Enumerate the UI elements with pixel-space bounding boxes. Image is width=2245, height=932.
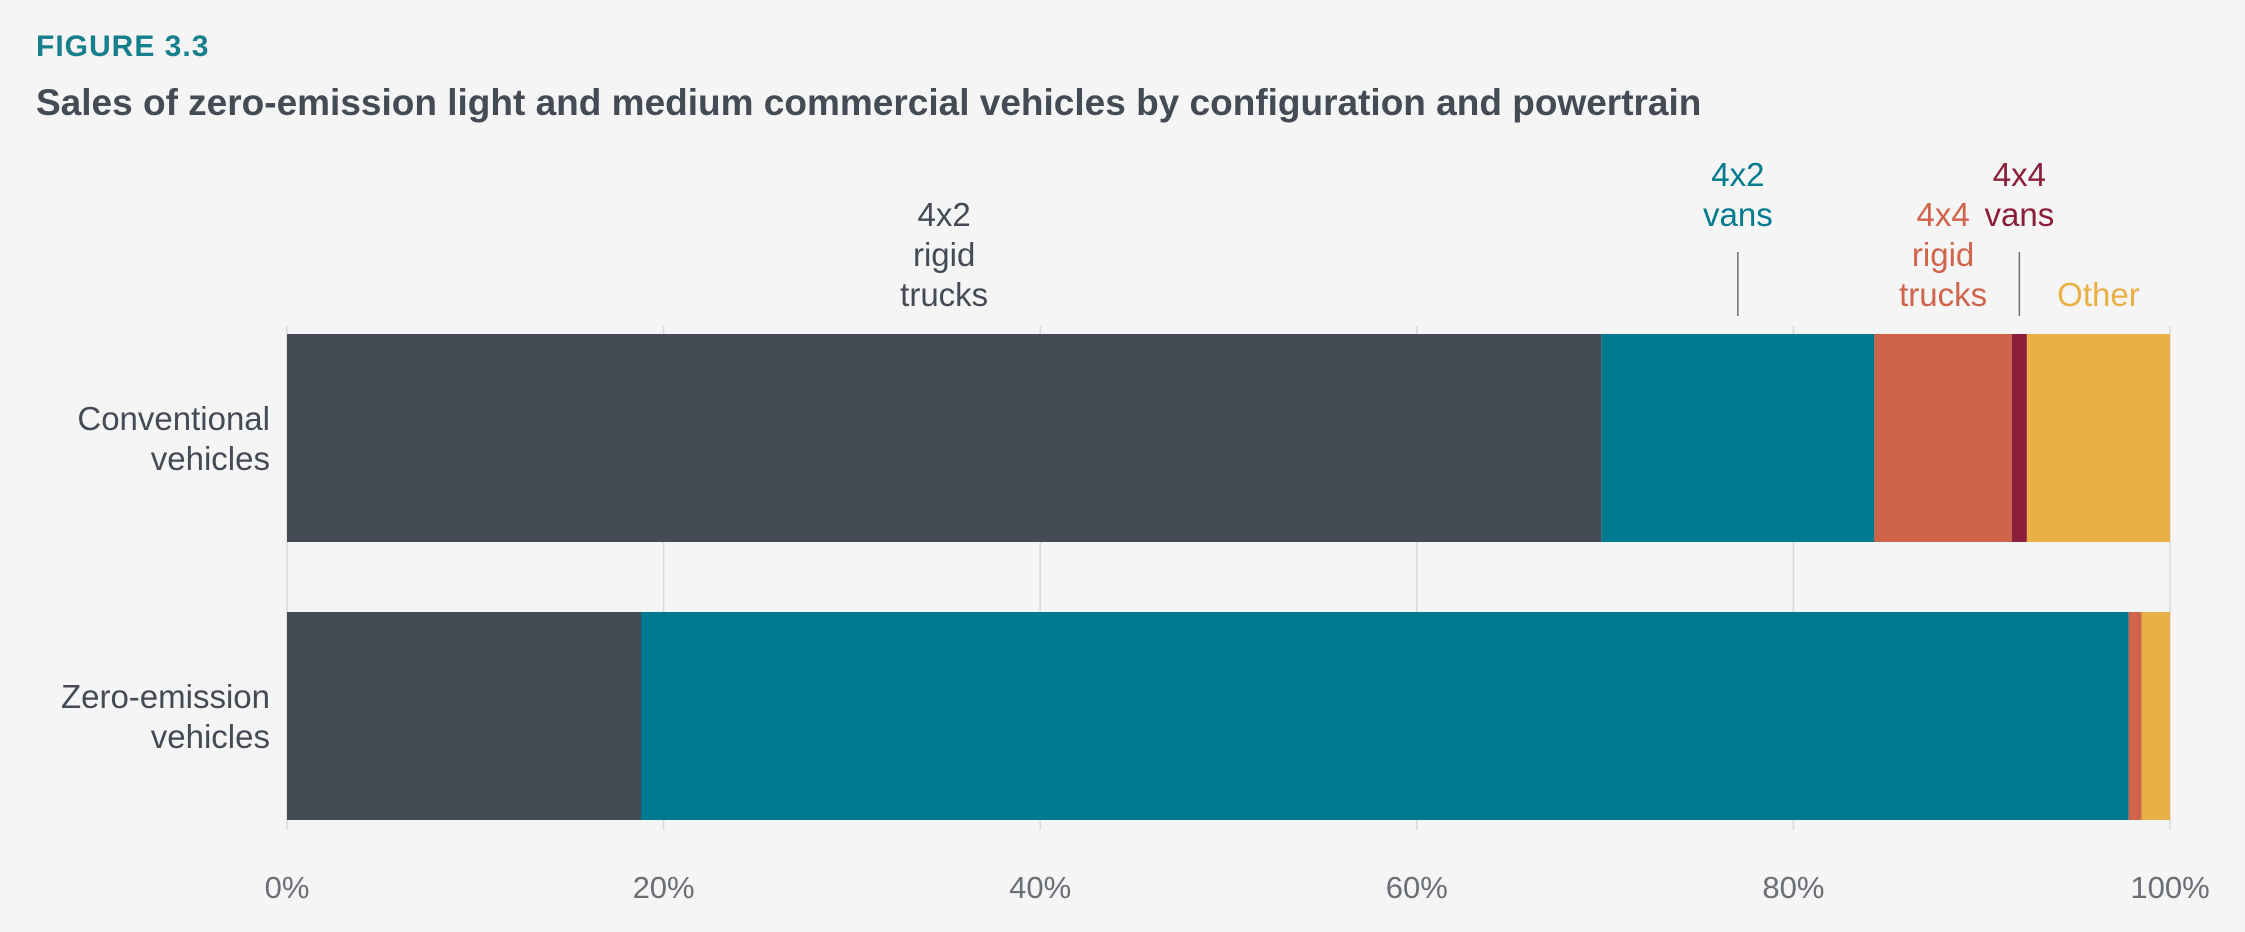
series-label-vans42: 4x2 vans [1703,156,1773,233]
bar-segment-other [2141,612,2170,820]
figure-label: FIGURE 3.3 [36,30,210,63]
bar-segment-rigid44 [2128,612,2142,820]
series-label-rigid44: 4x4 rigid trucks [1899,196,1987,313]
x-tick-label: 60% [1386,870,1448,905]
bar-segment-rigid42 [287,334,1602,542]
category-label: Zero-emission vehicles [61,678,270,755]
series-label-other: Other [2057,276,2140,313]
bar-segment-vans42 [641,612,2129,820]
category-label: Conventional vehicles [77,400,270,477]
x-tick-label: 0% [265,870,310,905]
series-label-vans44: 4x4 vans [1985,156,2055,233]
bar-segment-rigid44 [1874,334,2012,542]
x-tick-labels: 0% 20% 40% 60% 80% 100% [265,870,2210,905]
series-label-rigid42: 4x2 rigid trucks [900,196,988,313]
category-labels: Conventional vehicles Zero-emission vehicle… [61,400,270,755]
bar-segment-rigid42 [287,612,642,820]
bar-segment-vans44 [2011,334,2027,542]
x-tick-label: 20% [633,870,695,905]
bar-segment-other [2026,334,2170,542]
x-tick-label: 80% [1762,870,1824,905]
bar-segment-vans42 [1601,334,1875,542]
x-tick-label: 100% [2130,870,2209,905]
x-tick-label: 40% [1009,870,1071,905]
bars [287,334,2170,820]
chart-title: Sales of zero-emission light and medium … [36,82,1702,123]
